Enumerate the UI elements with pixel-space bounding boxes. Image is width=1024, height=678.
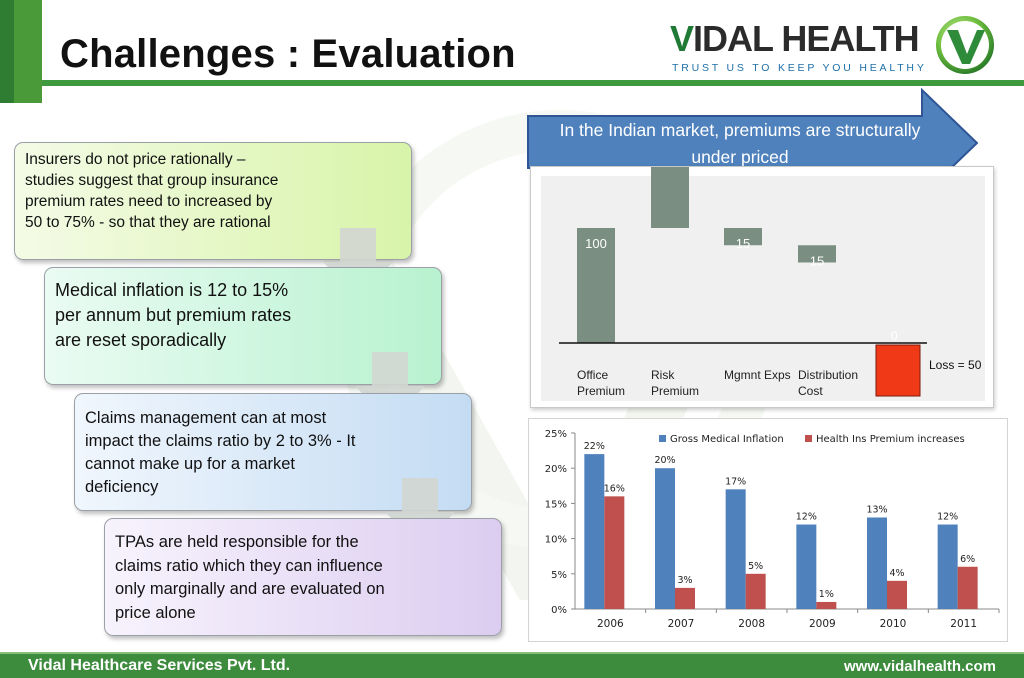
y-tick-label: 25% <box>545 429 567 440</box>
logo-name-prefix: V <box>670 18 694 59</box>
x-tick-label: 2010 <box>880 618 907 630</box>
x-tick-label: 2011 <box>950 618 977 630</box>
premium-bar <box>745 573 766 609</box>
down-arrow-icon <box>355 352 425 422</box>
waterfall-category-label: Risk <box>651 368 675 382</box>
waterfall-category-label: Office <box>577 368 608 382</box>
step-box-4: TPAs are held responsible for the claims… <box>104 518 502 636</box>
inflation-vs-premium-chart: 0% 5% 10% 15% 20% 25% 22% 16% 2006 20% 3% 2007 17% 5%… <box>528 418 1008 642</box>
y-tick-label: 0% <box>551 605 567 616</box>
legend-swatch <box>659 435 666 442</box>
bar-chart-svg: 0% 5% 10% 15% 20% 25% 22% 16% 2006 20% 3% 2007 17% 5%… <box>545 429 1000 630</box>
waterfall-category-label: Distribution <box>798 368 858 382</box>
bar-data-label: 5% <box>748 561 763 572</box>
logo-tagline: TRUST US TO KEEP YOU HEALTHY <box>672 62 927 74</box>
bar-data-label: 13% <box>866 504 887 515</box>
premium-bar <box>675 587 695 609</box>
footer-company: Vidal Healthcare Services Pvt. Ltd. <box>28 657 291 674</box>
loss-label: Loss = 50 <box>929 358 982 372</box>
y-tick-label: 10% <box>545 535 567 546</box>
waterfall-bar <box>724 228 762 246</box>
waterfall-category-label: Premium <box>651 384 699 398</box>
premium-bar <box>604 496 625 609</box>
waterfall-bar-label: 15 <box>736 236 750 251</box>
x-tick-label: 2009 <box>809 618 836 630</box>
bar-data-label: 3% <box>677 575 692 586</box>
bar-data-label: 16% <box>604 483 625 494</box>
waterfall-bar <box>577 228 615 343</box>
premium-bar <box>816 601 837 609</box>
bar-data-label: 22% <box>584 441 605 452</box>
waterfall-bar-label: 100 <box>585 236 607 251</box>
bar-data-label: 12% <box>796 512 817 523</box>
footer-bar: Vidal Healthcare Services Pvt. Ltd. www.… <box>0 652 1024 678</box>
bar-data-label: 4% <box>889 568 904 579</box>
waterfall-category-label: Mgmnt Exps <box>724 368 791 382</box>
step-1-text: Insurers do not price rationally – studi… <box>25 151 279 231</box>
waterfall-chart-svg: 10012015150Loss = 50OfficePremiumRiskPre… <box>559 167 982 398</box>
bar-data-label: 17% <box>725 476 746 487</box>
premium-waterfall-chart: 10012015150Loss = 50OfficePremiumRiskPre… <box>530 166 994 408</box>
page-title: Challenges : Evaluation <box>60 32 516 76</box>
banner-text: In the Indian market, premiums are struc… <box>559 120 921 167</box>
legend-label: Gross Medical Inflation <box>670 434 784 445</box>
inflation-bar <box>796 524 817 609</box>
waterfall-bar <box>651 167 689 228</box>
down-arrow-icon <box>323 228 393 298</box>
bar-data-label: 1% <box>819 589 834 600</box>
title-accent-bar <box>0 0 42 103</box>
step-3-text: Claims management can at most impact the… <box>85 409 356 496</box>
x-tick-label: 2008 <box>738 618 765 630</box>
legend-label: Health Ins Premium increases <box>816 434 965 445</box>
legend-swatch <box>805 435 812 442</box>
loss-zero-label: 0 <box>891 329 898 343</box>
step-4-text: TPAs are held responsible for the claims… <box>115 533 385 622</box>
down-arrow-icon <box>385 478 455 548</box>
inflation-bar <box>655 468 675 609</box>
premium-bar <box>887 580 907 609</box>
footer-website-link[interactable]: www.vidalhealth.com <box>844 658 996 675</box>
premium-bar <box>957 566 978 609</box>
x-tick-label: 2006 <box>597 618 624 630</box>
waterfall-category-label: Cost <box>798 384 823 398</box>
y-tick-label: 20% <box>545 464 567 475</box>
logo-name: VIDAL HEALTH <box>670 18 920 60</box>
y-tick-label: 5% <box>551 570 567 581</box>
loss-bar <box>875 344 921 397</box>
inflation-bar <box>725 489 746 609</box>
vidal-health-logo: VIDAL HEALTH TRUST US TO KEEP YOU HEALTH… <box>668 14 1008 76</box>
waterfall-category-label: Premium <box>577 384 625 398</box>
waterfall-bar-label: 15 <box>810 253 824 268</box>
logo-name-rest: IDAL HEALTH <box>693 18 920 59</box>
header-divider <box>42 80 1024 86</box>
inflation-bar <box>584 454 605 609</box>
bar-data-label: 12% <box>937 512 958 523</box>
inflation-bar <box>937 524 958 609</box>
bar-data-label: 6% <box>960 554 975 565</box>
y-tick-label: 15% <box>545 499 567 510</box>
bar-data-label: 20% <box>654 455 675 466</box>
waterfall-bar <box>798 245 836 263</box>
x-tick-label: 2007 <box>668 618 695 630</box>
step-2-text: Medical inflation is 12 to 15% per annum… <box>55 280 292 350</box>
inflation-bar <box>867 517 887 609</box>
vidal-v-circle-logo-icon <box>936 16 994 74</box>
